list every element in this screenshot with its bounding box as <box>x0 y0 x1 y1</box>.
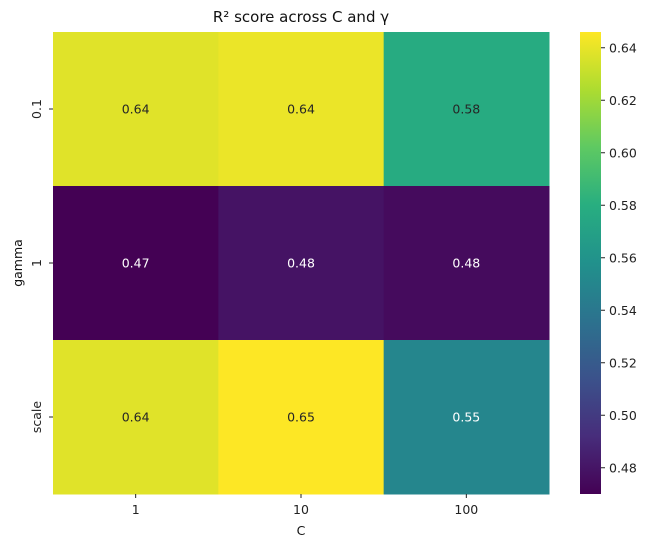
cell-value-label: 0.64 <box>122 102 150 117</box>
heatmap-cells: 0.64 0.64 0.58 0.47 0.48 0.48 0.64 0.65 0.55 <box>53 32 550 495</box>
heatmap-cell <box>383 340 550 495</box>
y-tick-label: 1 <box>29 259 44 267</box>
colorbar-tick-label: 0.62 <box>609 93 637 108</box>
colorbar-tick-label: 0.56 <box>609 250 637 265</box>
colorbar-ticks: 0.48 0.50 0.52 0.54 0.56 0.58 0.60 0.62 0.64 <box>601 40 637 475</box>
colorbar-tick-label: 0.54 <box>609 303 637 318</box>
chart-title: R² score across C and γ <box>213 8 389 26</box>
cell-value-label: 0.58 <box>452 102 480 117</box>
heatmap-cell <box>53 340 219 495</box>
heatmap-cell <box>53 32 219 187</box>
y-axis-ticks: 0.1 1 scale <box>29 99 53 433</box>
x-tick-label: 100 <box>454 502 478 517</box>
x-tick-label: 10 <box>293 502 309 517</box>
heatmap-cell <box>218 32 385 187</box>
heatmap-cell <box>218 186 385 341</box>
cell-value-label: 0.48 <box>452 256 480 271</box>
cell-value-label: 0.48 <box>287 256 315 271</box>
cell-value-label: 0.64 <box>287 102 315 117</box>
heatmap-cell <box>383 32 550 187</box>
colorbar-tick-label: 0.60 <box>609 145 637 160</box>
colorbar-tick-label: 0.58 <box>609 198 637 213</box>
colorbar <box>580 32 601 494</box>
y-tick-label: scale <box>29 401 44 434</box>
heatmap-cell <box>218 340 385 495</box>
colorbar-tick-label: 0.64 <box>609 40 637 55</box>
colorbar-tick-label: 0.52 <box>609 355 637 370</box>
x-axis-ticks: 1 10 100 <box>132 494 478 517</box>
cell-value-label: 0.65 <box>287 410 315 425</box>
heatmap-cell <box>383 186 550 341</box>
cell-value-label: 0.64 <box>122 410 150 425</box>
colorbar-tick-label: 0.48 <box>609 460 637 475</box>
cell-value-label: 0.55 <box>452 410 480 425</box>
x-axis-label: C <box>297 523 306 538</box>
x-tick-label: 1 <box>132 502 140 517</box>
y-tick-label: 0.1 <box>29 99 44 119</box>
heatmap-cell <box>53 186 219 341</box>
y-axis-label: gamma <box>10 239 25 287</box>
colorbar-tick-label: 0.50 <box>609 408 637 423</box>
cell-value-label: 0.47 <box>122 256 150 271</box>
